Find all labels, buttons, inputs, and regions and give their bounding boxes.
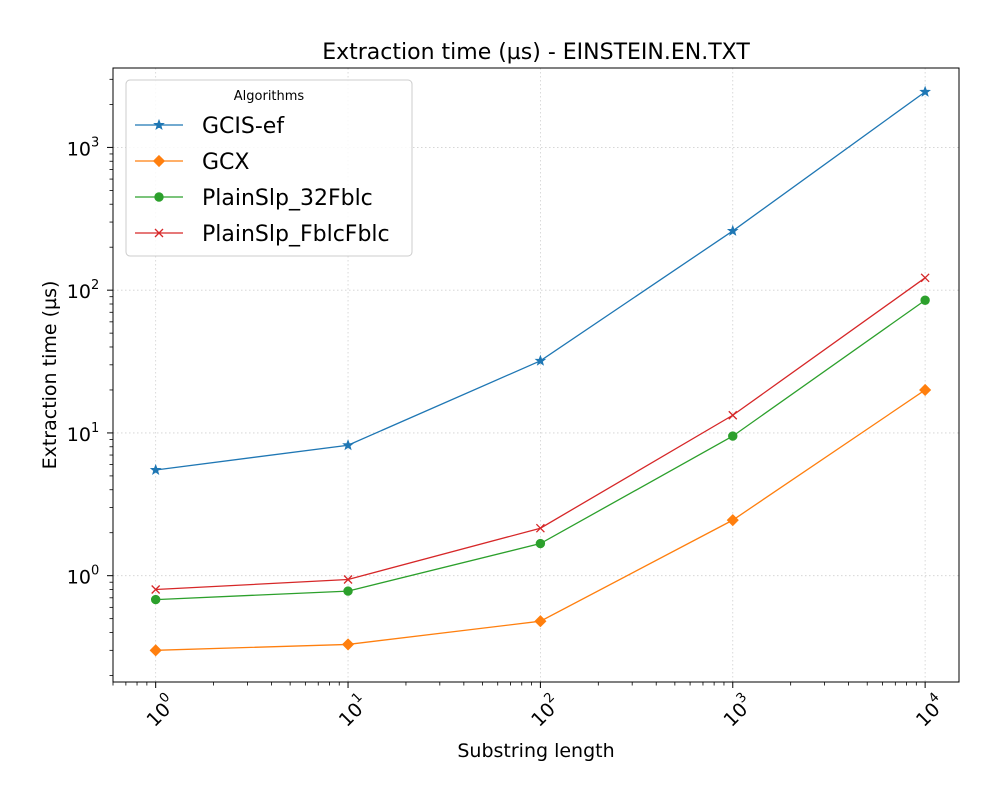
x-tick-label: 101 xyxy=(332,690,373,731)
legend-label: PlainSlp_FblcFblc xyxy=(202,222,390,247)
y-tick-label: 102 xyxy=(67,278,99,303)
plot-frame xyxy=(112,67,960,683)
legend-item-plainslp-32fblc: PlainSlp_32Fblc xyxy=(135,186,373,211)
legend-item-gcis-ef: GCIS-ef xyxy=(135,114,285,139)
series-gcis-ef xyxy=(149,85,931,475)
data-point-plainslp-32fblc xyxy=(343,586,353,596)
data-point-gcx xyxy=(534,615,547,628)
legend-marker xyxy=(154,192,164,202)
legend-label: PlainSlp_32Fblc xyxy=(202,186,373,211)
legend-marker xyxy=(152,154,166,168)
data-point-gcis-ef xyxy=(919,85,931,97)
x-tick-label: 103 xyxy=(716,690,757,731)
legend-marker xyxy=(153,118,165,130)
legend-item-plainslp-fblcfblc: PlainSlp_FblcFblc xyxy=(135,222,390,247)
legend-label: GCX xyxy=(202,150,249,175)
x-axis-label: Substring length xyxy=(457,740,614,762)
series-plainslp-fblcfblc xyxy=(151,273,930,594)
legend: Algorithms GCIS-ef GCX PlainSlp_32Fblc Plai… xyxy=(125,79,413,257)
series-plainslp-32fblc xyxy=(150,295,930,605)
data-point-gcx xyxy=(149,644,162,657)
data-point-plainslp-32fblc xyxy=(728,431,738,441)
series-gcx xyxy=(149,383,932,657)
y-tick-label: 101 xyxy=(67,421,99,446)
data-point-gcx xyxy=(341,638,355,651)
x-tick-label: 100 xyxy=(139,690,180,731)
series-layer xyxy=(149,85,932,657)
legend-label: GCIS-ef xyxy=(202,114,285,139)
y-axis-label: Extraction time (µs) xyxy=(39,281,61,470)
data-point-plainslp-32fblc xyxy=(150,594,161,605)
data-point-plainslp-fblcfblc xyxy=(535,523,545,533)
legend-marker xyxy=(154,228,164,238)
data-point-plainslp-fblcfblc xyxy=(728,410,738,420)
legend-title: Algorithms xyxy=(234,89,305,104)
legend-box xyxy=(125,79,413,257)
y-tick-label: 100 xyxy=(67,564,99,589)
data-point-gcis-ef xyxy=(149,463,162,475)
minor-ticks xyxy=(109,78,917,686)
legend-item-gcx: GCX xyxy=(135,150,249,175)
data-point-gcis-ef xyxy=(342,439,354,451)
x-tick-label: 102 xyxy=(524,690,565,731)
data-point-plainslp-32fblc xyxy=(920,295,930,305)
data-point-plainslp-fblcfblc xyxy=(343,575,353,584)
data-point-plainslp-fblcfblc xyxy=(920,273,930,283)
data-point-plainslp-32fblc xyxy=(535,538,546,549)
x-tick-label: 104 xyxy=(909,690,950,731)
y-tick-label: 103 xyxy=(67,135,99,160)
x-axis-ticks: 100 101 102 103 104 xyxy=(139,682,950,731)
y-axis-ticks: 100 101 102 103 xyxy=(67,135,113,589)
data-point-gcx xyxy=(919,383,932,397)
data-point-gcx xyxy=(726,514,739,527)
data-point-plainslp-fblcfblc xyxy=(151,585,161,594)
data-point-gcis-ef xyxy=(726,224,739,236)
chart-title: Extraction time (µs) - EINSTEIN.EN.TXT xyxy=(322,40,750,65)
data-point-gcis-ef xyxy=(534,354,547,366)
